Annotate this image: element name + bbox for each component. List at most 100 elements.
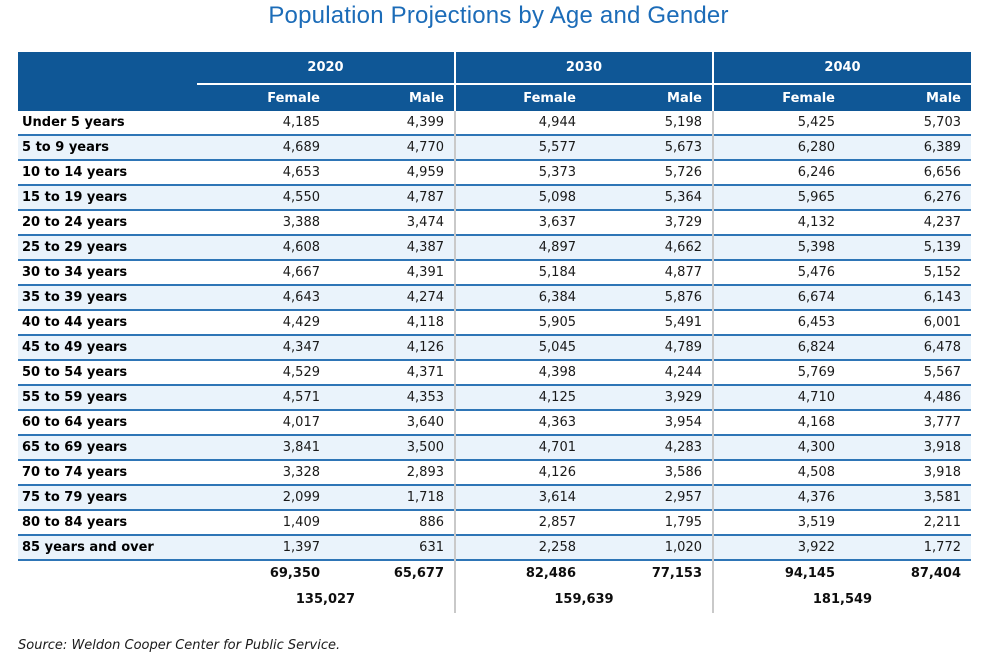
cell-2030-male: 5,876 — [664, 290, 702, 305]
cell-2040-female: 6,280 — [712, 135, 845, 160]
cell-2030-male: 5,491 — [664, 315, 702, 330]
cell-2040-male: 4,486 — [923, 390, 961, 405]
cell-2020-male: 3,474 — [406, 215, 444, 230]
cell-2030-male: 4,662 — [664, 240, 702, 255]
table-body: Under 5 years 4,185 4,399 4,944 5,198 5,… — [18, 111, 971, 560]
age-group-label: 55 to 59 years — [22, 390, 128, 405]
cell-2020-male: 4,387 — [406, 240, 444, 255]
table-row: 85 years and over 1,397 631 2,258 1,020 … — [18, 535, 971, 560]
table-row: 10 to 14 years 4,653 4,959 5,373 5,726 6… — [18, 160, 971, 185]
cell-2030-female: 4,944 — [454, 111, 586, 135]
cell-2040-male: 3,777 — [923, 415, 961, 430]
cell-2030-male: 4,244 — [664, 365, 702, 380]
cell-2040-female: 3,922 — [712, 535, 845, 560]
corner-cell — [18, 52, 197, 111]
cell-2040-male: 6,478 — [923, 340, 961, 355]
cell-2040-male: 6,656 — [923, 165, 961, 180]
column-header-2030-female: Female — [454, 84, 586, 111]
cell-2020-female: 4,550 — [282, 190, 320, 205]
cell-2020-female: 2,099 — [282, 490, 320, 505]
cell-2030-female: 4,363 — [454, 410, 586, 435]
age-group-label: Under 5 years — [22, 115, 125, 130]
cell-2040-female: 6,246 — [712, 160, 845, 185]
cell-2040-female: 4,710 — [712, 385, 845, 410]
age-group-label: 85 years and over — [22, 540, 154, 555]
grand-total-2020: 135,027 — [295, 592, 356, 607]
cell-2030-female: 6,384 — [454, 285, 586, 310]
cell-2040-female: 6,453 — [712, 310, 845, 335]
cell-2020-female: 4,643 — [282, 290, 320, 305]
cell-2040-male: 6,001 — [923, 315, 961, 330]
cell-2040-female: 4,132 — [712, 210, 845, 235]
cell-2030-male: 4,283 — [664, 440, 702, 455]
cell-2030-male: 4,877 — [664, 265, 702, 280]
total-2030-male: 77,153 — [651, 566, 702, 581]
cell-2030-male: 3,954 — [664, 415, 702, 430]
cell-2030-female: 4,125 — [454, 385, 586, 410]
table-row: 75 to 79 years 2,099 1,718 3,614 2,957 4… — [18, 485, 971, 510]
age-group-label: 75 to 79 years — [22, 490, 128, 505]
year-header-2040: 2040 — [712, 52, 971, 85]
table-row: 45 to 49 years 4,347 4,126 5,045 4,789 6… — [18, 335, 971, 360]
age-group-label: 70 to 74 years — [22, 465, 128, 480]
cell-2040-female: 6,824 — [712, 335, 845, 360]
table-footer: 69,350 65,677 82,486 77,153 94,145 87,40… — [18, 560, 971, 613]
age-group-label: 50 to 54 years — [22, 365, 128, 380]
cell-2040-female: 5,425 — [712, 111, 845, 135]
cell-2040-male: 5,139 — [923, 240, 961, 255]
cell-2030-female: 5,905 — [454, 310, 586, 335]
cell-2030-female: 3,614 — [454, 485, 586, 510]
table-header: 2020 2030 2040 Female Male Female Male F… — [18, 52, 971, 111]
cell-2040-female: 3,519 — [712, 510, 845, 535]
cell-2030-female: 5,098 — [454, 185, 586, 210]
cell-2030-female: 5,577 — [454, 135, 586, 160]
cell-2040-female: 4,168 — [712, 410, 845, 435]
cell-2030-male: 5,364 — [664, 190, 702, 205]
cell-2040-female: 5,965 — [712, 185, 845, 210]
cell-2040-male: 3,918 — [923, 465, 961, 480]
cell-2030-female: 2,258 — [454, 535, 586, 560]
cell-2040-female: 5,398 — [712, 235, 845, 260]
cell-2020-female: 3,328 — [282, 465, 320, 480]
cell-2020-male: 2,893 — [406, 465, 444, 480]
cell-2030-female: 4,126 — [454, 460, 586, 485]
cell-2020-female: 1,397 — [282, 540, 320, 555]
cell-2020-male: 4,118 — [406, 315, 444, 330]
grand-total-2040: 181,549 — [712, 586, 971, 613]
table-row: 70 to 74 years 3,328 2,893 4,126 3,586 4… — [18, 460, 971, 485]
table-row: 40 to 44 years 4,429 4,118 5,905 5,491 6… — [18, 310, 971, 335]
cell-2020-female: 4,653 — [282, 165, 320, 180]
population-projections-table: 2020 2030 2040 Female Male Female Male F… — [18, 52, 971, 613]
cell-2030-male: 3,586 — [664, 465, 702, 480]
cell-2030-female: 3,637 — [454, 210, 586, 235]
age-group-label: 25 to 29 years — [22, 240, 128, 255]
cell-2030-female: 5,373 — [454, 160, 586, 185]
cell-2030-female: 4,398 — [454, 360, 586, 385]
age-group-label: 35 to 39 years — [22, 290, 128, 305]
cell-2020-male: 4,353 — [406, 390, 444, 405]
table-row: 50 to 54 years 4,529 4,371 4,398 4,244 5… — [18, 360, 971, 385]
age-group-label: 30 to 34 years — [22, 265, 128, 280]
cell-2020-female: 4,429 — [282, 315, 320, 330]
age-group-label: 65 to 69 years — [22, 440, 128, 455]
age-group-label: 40 to 44 years — [22, 315, 128, 330]
column-header-2040-male: Male — [845, 84, 971, 111]
cell-2040-female: 6,674 — [712, 285, 845, 310]
cell-2020-female: 1,409 — [282, 515, 320, 530]
table-row: 15 to 19 years 4,550 4,787 5,098 5,364 5… — [18, 185, 971, 210]
cell-2040-male: 6,276 — [923, 190, 961, 205]
cell-2040-male: 5,703 — [923, 115, 961, 130]
cell-2020-male: 4,126 — [406, 340, 444, 355]
cell-2020-female: 3,388 — [282, 215, 320, 230]
total-2020-female: 69,350 — [269, 566, 320, 581]
table-row: 20 to 24 years 3,388 3,474 3,637 3,729 4… — [18, 210, 971, 235]
column-header-2020-male: Male — [330, 84, 455, 111]
column-totals-row: 69,350 65,677 82,486 77,153 94,145 87,40… — [18, 560, 971, 586]
cell-2040-male: 2,211 — [923, 515, 961, 530]
source-note: Source: Weldon Cooper Center for Public … — [18, 638, 341, 653]
cell-2020-female: 4,667 — [282, 265, 320, 280]
age-group-label: 5 to 9 years — [22, 140, 110, 155]
grand-total-2030: 159,639 — [454, 586, 713, 613]
cell-2030-male: 1,795 — [664, 515, 702, 530]
